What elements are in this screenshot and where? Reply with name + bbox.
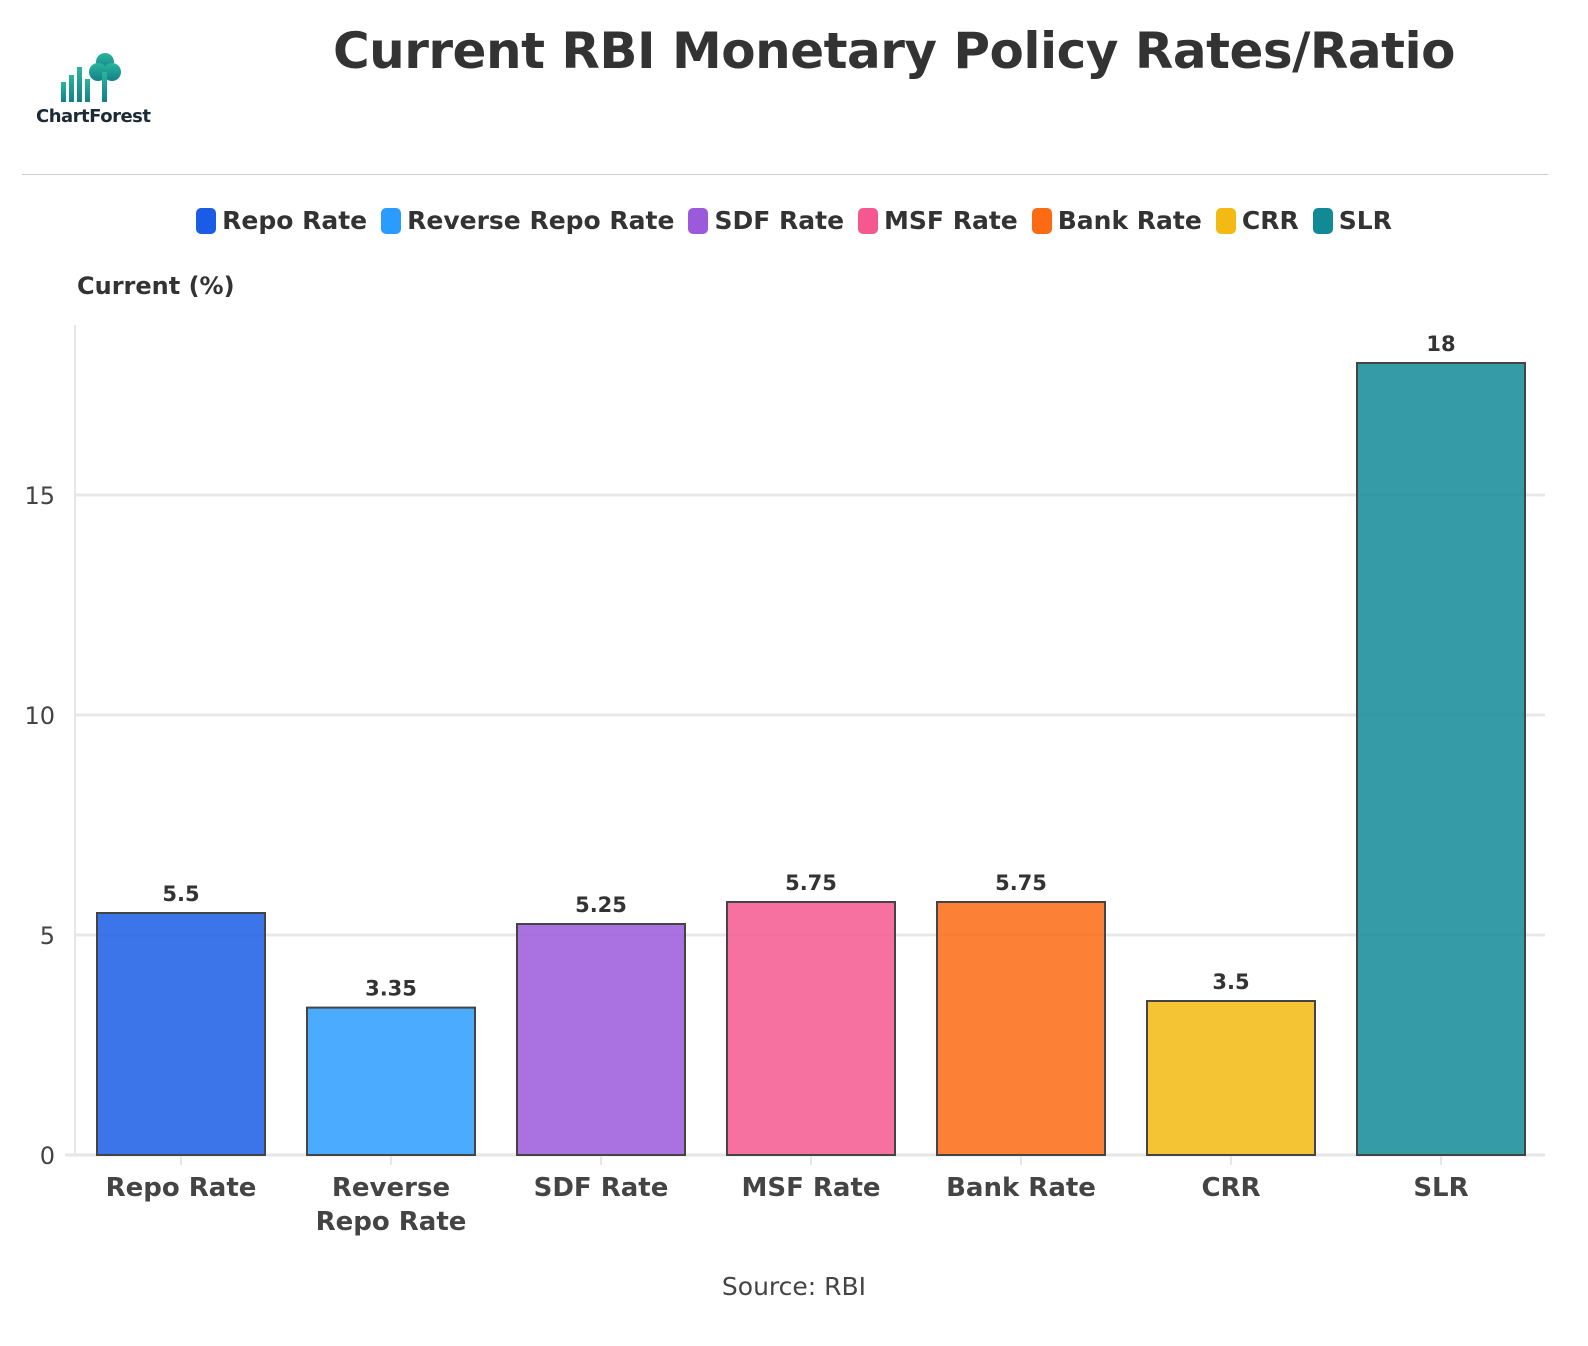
legend-label: Repo Rate bbox=[222, 206, 368, 235]
legend-label: Bank Rate bbox=[1057, 206, 1202, 235]
chart-title: Current RBI Monetary Policy Rates/Ratio bbox=[332, 22, 1456, 80]
data-label: 3.5 bbox=[1212, 970, 1249, 994]
y-tick-label: 10 bbox=[24, 702, 55, 730]
x-tick-label: SLR bbox=[1413, 1173, 1468, 1203]
data-label: 5.5 bbox=[162, 882, 199, 906]
x-tick-label: Repo Rate bbox=[316, 1207, 467, 1237]
y-tick-label: 0 bbox=[40, 1142, 55, 1170]
data-label: 18 bbox=[1426, 332, 1455, 356]
data-label: 3.35 bbox=[365, 977, 417, 1001]
logo-text: ChartForest bbox=[36, 106, 151, 127]
y-tick-label: 5 bbox=[40, 922, 55, 950]
legend: Repo Rate Reverse Repo Rate SDF Rate MSF Ra… bbox=[0, 206, 1588, 235]
legend-swatch bbox=[1312, 207, 1333, 234]
legend-label: Reverse Repo Rate bbox=[407, 206, 675, 235]
divider bbox=[22, 174, 1548, 175]
legend-swatch bbox=[688, 207, 709, 234]
bar bbox=[1356, 362, 1526, 1156]
legend-item[interactable]: Repo Rate bbox=[196, 206, 367, 235]
legend-item[interactable]: CRR bbox=[1215, 206, 1299, 235]
x-tick-label: Bank Rate bbox=[946, 1173, 1096, 1203]
bar bbox=[96, 912, 266, 1156]
legend-swatch bbox=[1031, 207, 1052, 234]
legend-item[interactable]: Bank Rate bbox=[1031, 206, 1202, 235]
bar bbox=[726, 901, 896, 1156]
y-tick-label: 15 bbox=[24, 482, 55, 510]
y-axis-label: Current (%) bbox=[77, 272, 235, 300]
x-tick-label: SDF Rate bbox=[534, 1173, 669, 1203]
legend-swatch bbox=[1215, 207, 1236, 234]
x-tick-label: Repo Rate bbox=[106, 1173, 257, 1203]
data-label: 5.25 bbox=[575, 893, 627, 917]
bar bbox=[936, 901, 1106, 1156]
x-tick-label: CRR bbox=[1201, 1173, 1260, 1203]
bar bbox=[1146, 1000, 1316, 1156]
legend-item[interactable]: MSF Rate bbox=[858, 206, 1018, 235]
bar bbox=[306, 1006, 476, 1156]
legend-label: MSF Rate bbox=[884, 206, 1018, 235]
data-label: 5.75 bbox=[995, 871, 1047, 895]
bar bbox=[516, 923, 686, 1156]
legend-label: SLR bbox=[1338, 206, 1392, 235]
legend-label: SDF Rate bbox=[714, 206, 845, 235]
legend-item[interactable]: SLR bbox=[1312, 206, 1392, 235]
legend-item[interactable]: Reverse Repo Rate bbox=[381, 206, 674, 235]
source-note: Source: RBI bbox=[721, 1272, 867, 1301]
data-label: 5.75 bbox=[785, 871, 837, 895]
x-tick-label: Reverse bbox=[332, 1173, 450, 1203]
x-tick-label: MSF Rate bbox=[741, 1173, 880, 1203]
legend-swatch bbox=[196, 207, 217, 234]
chartforest-logo bbox=[61, 53, 121, 102]
legend-item[interactable]: SDF Rate bbox=[688, 206, 844, 235]
legend-swatch bbox=[858, 207, 879, 234]
legend-swatch bbox=[381, 207, 402, 234]
legend-label: CRR bbox=[1241, 206, 1299, 235]
